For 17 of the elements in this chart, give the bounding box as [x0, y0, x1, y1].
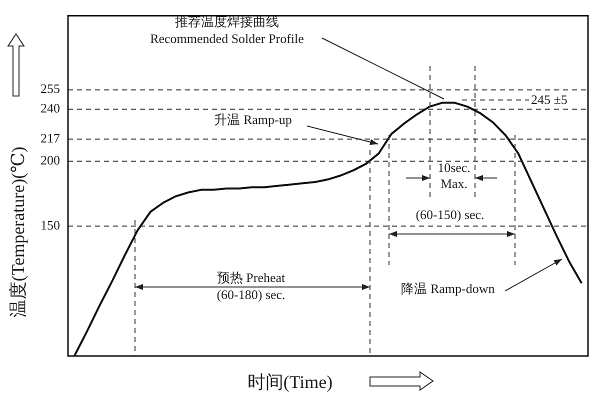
annotation: 推荐温度焊接曲线 — [175, 14, 279, 29]
annotation: Max. — [440, 176, 468, 191]
y-tick-label: 217 — [40, 130, 60, 146]
annotation: 预热 Preheat — [216, 270, 286, 285]
y-tick-label: 240 — [40, 100, 60, 116]
annotation: 10sec. — [438, 160, 470, 175]
y-tick-label: 150 — [40, 218, 60, 233]
annotation: (60-180) sec. — [216, 287, 286, 302]
y-tick-label: 200 — [40, 152, 60, 168]
annotation: Recommended Solder Profile — [150, 31, 304, 46]
annotation: (60-150) sec. — [416, 207, 484, 222]
annotation: 245 ±5 — [531, 92, 568, 107]
y-axis-title: 温度(Temperature)(℃) — [8, 146, 28, 318]
annotation: 升温 Ramp-up — [214, 112, 292, 127]
annotation: 降温 Ramp-down — [401, 281, 496, 296]
x-axis-title: 时间(Time) — [247, 372, 333, 392]
y-tick-label: 255 — [40, 81, 60, 96]
